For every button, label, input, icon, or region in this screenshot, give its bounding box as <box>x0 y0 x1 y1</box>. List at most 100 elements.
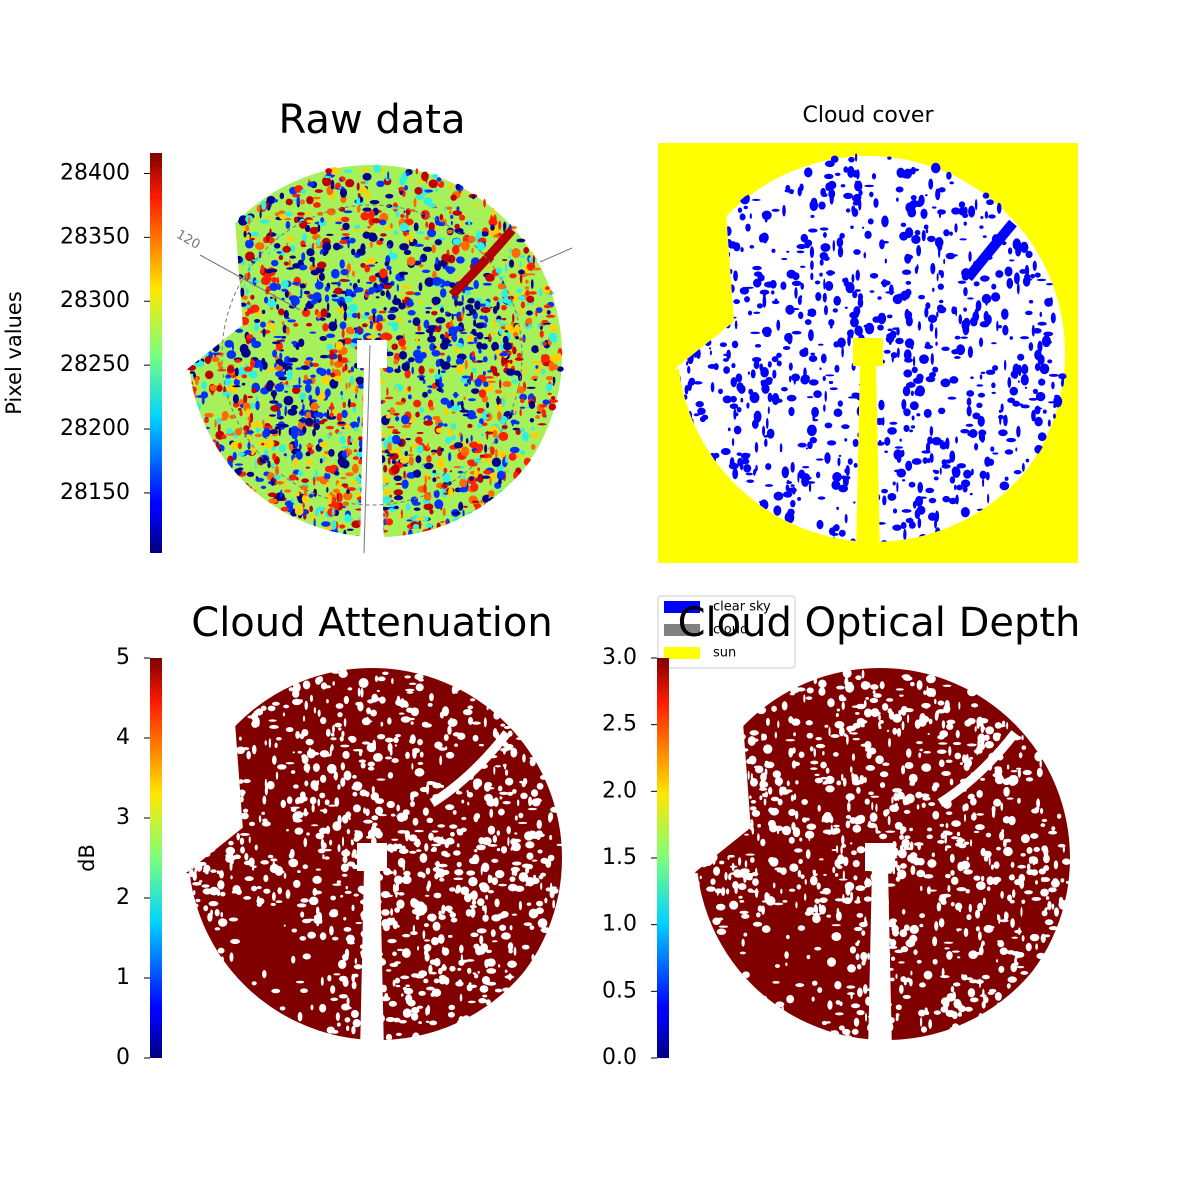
gap-patch <box>277 764 286 769</box>
clear-patch <box>823 404 826 412</box>
pixel-patch <box>339 176 346 182</box>
gap-patch <box>493 766 495 775</box>
clear-patch <box>853 249 861 255</box>
clear-patch <box>959 238 967 240</box>
gap-patch <box>1019 752 1023 758</box>
pixel-patch <box>406 301 414 307</box>
gap-patch <box>411 721 414 724</box>
clear-patch <box>810 260 814 270</box>
clear-patch <box>851 274 854 283</box>
pixel-patch <box>480 500 483 504</box>
pixel-patch <box>331 294 337 297</box>
pixel-patch <box>192 402 201 411</box>
gap-patch <box>340 1038 342 1048</box>
pixel-patch <box>304 487 307 496</box>
pixel-patch <box>418 366 424 375</box>
pixel-patch <box>509 260 514 268</box>
clear-patch <box>846 476 851 480</box>
pixel-patch <box>490 224 495 230</box>
clear-patch <box>932 437 942 446</box>
gap-patch <box>210 794 214 801</box>
clear-patch <box>841 424 849 429</box>
pixel-patch <box>520 398 525 403</box>
gap-patch <box>484 794 493 802</box>
gap-patch <box>852 780 861 785</box>
pixel-patch <box>315 281 324 290</box>
gap-patch <box>773 883 776 889</box>
clear-patch <box>689 378 696 386</box>
clear-patch <box>819 367 821 370</box>
pixel-patch <box>339 436 345 444</box>
gap-patch <box>812 981 818 986</box>
clear-patch <box>811 198 817 207</box>
clear-patch <box>1035 363 1041 371</box>
pixel-patch <box>382 477 389 484</box>
pixel-patch <box>340 178 342 181</box>
gap-patch <box>1040 889 1049 897</box>
pixel-patch <box>435 239 442 245</box>
clear-patch <box>927 458 931 463</box>
gap-patch <box>744 834 748 836</box>
pixel-patch <box>262 361 268 370</box>
gap-patch <box>413 925 415 933</box>
gap-patch <box>846 735 849 745</box>
pixel-patch <box>188 296 197 301</box>
gap-patch <box>183 837 189 842</box>
pixel-patch <box>386 367 394 373</box>
clear-patch <box>903 369 912 377</box>
colorbar <box>150 658 162 1058</box>
pixel-patch <box>432 244 436 253</box>
pixel-patch <box>453 394 459 397</box>
pixel-patch <box>337 483 342 489</box>
clear-patch <box>776 320 780 331</box>
pixel-patch <box>216 253 222 263</box>
gap-patch <box>231 738 235 745</box>
gap-patch <box>355 958 357 964</box>
pixel-patch <box>542 399 549 404</box>
gap-patch <box>320 750 329 757</box>
gap-patch <box>552 900 555 909</box>
clear-patch <box>885 259 887 264</box>
pixel-patch <box>452 333 457 342</box>
gap-patch <box>314 707 316 713</box>
pixel-patch <box>527 303 530 305</box>
gap-patch <box>431 848 434 851</box>
gap-patch <box>337 712 342 717</box>
gap-patch <box>434 978 440 983</box>
pixel-patch <box>337 281 341 286</box>
gap-patch <box>243 809 248 813</box>
clear-patch <box>932 367 938 373</box>
pixel-patch <box>258 501 261 506</box>
pixel-patch <box>260 404 266 406</box>
clear-patch <box>918 295 925 299</box>
pixel-patch <box>465 360 468 369</box>
clear-patch <box>762 426 765 436</box>
pixel-patch <box>411 367 414 374</box>
gap-patch <box>262 796 266 805</box>
pixel-patch <box>551 396 555 400</box>
pixel-patch <box>285 317 290 319</box>
clear-patch <box>780 282 786 290</box>
clear-patch <box>820 259 824 266</box>
gap-patch <box>221 799 223 809</box>
gap-patch <box>518 822 527 824</box>
gap-patch <box>857 988 863 998</box>
pixel-patch <box>492 208 495 217</box>
pixel-patch <box>382 489 392 495</box>
pixel-patch <box>240 303 247 307</box>
pixel-patch <box>476 242 485 251</box>
clear-patch <box>809 483 811 492</box>
gap-patch <box>934 1010 941 1014</box>
pixel-patch <box>185 383 191 390</box>
pixel-patch <box>488 490 495 497</box>
image <box>658 143 1078 563</box>
pixel-patch <box>541 354 543 362</box>
clear-patch <box>845 307 848 309</box>
clear-patch <box>1033 389 1038 394</box>
clear-patch <box>1034 350 1041 360</box>
gap-patch <box>984 855 988 861</box>
clear-patch <box>997 203 1002 214</box>
gap-patch <box>1030 833 1038 839</box>
gap-patch <box>862 670 865 679</box>
pixel-patch <box>492 458 501 468</box>
